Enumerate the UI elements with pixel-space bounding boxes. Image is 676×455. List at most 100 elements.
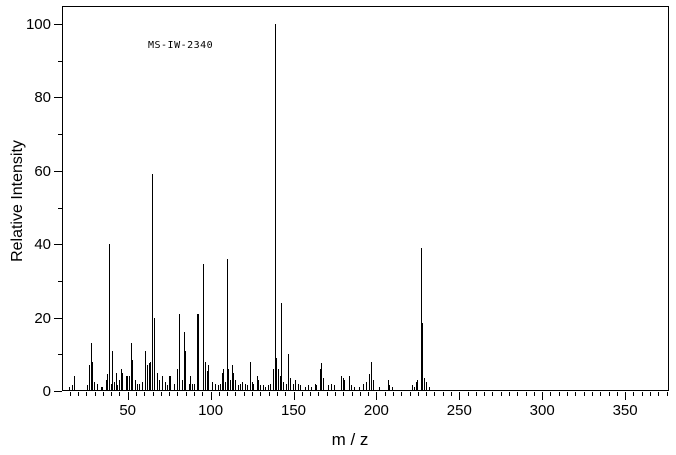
peak-mz-61 xyxy=(145,350,147,391)
peak-mz-69 xyxy=(158,379,160,391)
peak-mz-74 xyxy=(166,385,168,391)
peak-mz-119 xyxy=(241,381,243,391)
peak-mz-230 xyxy=(425,381,427,391)
peak-mz-115 xyxy=(234,379,236,391)
peak-mz-108 xyxy=(223,368,225,391)
peak-mz-75 xyxy=(168,376,170,391)
peak-mz-207 xyxy=(387,379,389,391)
peak-mz-141 xyxy=(278,368,280,391)
peak-mz-138 xyxy=(273,368,275,391)
peak-mz-55 xyxy=(135,379,137,391)
peak-mz-99 xyxy=(208,365,210,391)
peak-mz-142 xyxy=(279,376,281,391)
peak-mz-50 xyxy=(127,376,129,391)
peak-mz-105 xyxy=(218,385,220,391)
peak-mz-59 xyxy=(142,381,144,391)
y-tick-label-60: 60 xyxy=(34,162,51,180)
peak-mz-132 xyxy=(263,385,265,391)
peak-mz-185 xyxy=(351,385,353,391)
peak-mz-85 xyxy=(185,350,187,391)
peak-mz-112 xyxy=(229,379,231,391)
peak-mz-208 xyxy=(389,385,391,391)
peak-mz-64 xyxy=(150,361,152,391)
peak-mz-153 xyxy=(297,383,299,391)
peak-mz-122 xyxy=(246,385,248,391)
peak-mz-43 xyxy=(115,372,117,391)
peak-mz-98 xyxy=(206,370,208,391)
peak-mz-35 xyxy=(102,387,104,391)
peak-mz-129 xyxy=(258,379,260,391)
peak-mz-114 xyxy=(233,372,235,391)
peak-mz-34 xyxy=(100,387,102,391)
peak-mz-29 xyxy=(92,361,94,391)
peak-mz-223 xyxy=(414,387,416,391)
y-tick-label-20: 20 xyxy=(34,309,51,327)
peak-mz-90 xyxy=(193,383,195,391)
peak-mz-51 xyxy=(128,376,130,391)
peak-mz-147 xyxy=(288,354,290,391)
peak-mz-56 xyxy=(137,383,139,391)
peak-mz-118 xyxy=(239,383,241,391)
peak-mz-27 xyxy=(89,365,91,391)
peak-mz-73 xyxy=(165,381,167,391)
peak-mz-124 xyxy=(249,361,251,391)
peak-mz-139 xyxy=(274,24,276,391)
x-tick-label-350: 350 xyxy=(612,402,638,419)
peak-mz-18 xyxy=(74,376,76,391)
x-tick-label-250: 250 xyxy=(446,402,472,419)
peak-mz-143 xyxy=(281,302,283,391)
peak-mz-62 xyxy=(147,365,149,391)
peak-mz-161 xyxy=(311,387,313,391)
peak-mz-96 xyxy=(203,264,205,391)
peak-mz-57 xyxy=(138,383,140,391)
peak-mz-39 xyxy=(108,244,110,391)
peak-mz-198 xyxy=(372,379,374,391)
peak-mz-154 xyxy=(299,385,301,391)
peak-mz-15 xyxy=(69,387,71,391)
peak-mz-151 xyxy=(294,379,296,391)
peak-mz-28 xyxy=(90,343,92,391)
peak-mz-173 xyxy=(331,383,333,391)
peak-mz-181 xyxy=(344,379,346,391)
peak-mz-133 xyxy=(264,387,266,391)
peak-mz-45 xyxy=(118,379,120,391)
peak-mz-87 xyxy=(188,383,190,391)
peak-mz-196 xyxy=(369,374,371,391)
peak-mz-101 xyxy=(211,381,213,391)
peak-mz-111 xyxy=(228,368,230,391)
peak-mz-227 xyxy=(420,247,422,391)
x-axis-title: m / z xyxy=(331,430,369,449)
y-tick-label-40: 40 xyxy=(34,236,51,254)
peak-mz-179 xyxy=(341,376,343,391)
peak-mz-63 xyxy=(148,363,150,391)
peak-mz-121 xyxy=(244,383,246,391)
peak-mz-187 xyxy=(354,387,356,391)
x-tick-label-150: 150 xyxy=(280,402,307,419)
peak-mz-107 xyxy=(221,372,223,391)
x-tick-label-200: 200 xyxy=(363,402,389,419)
peak-mz-225 xyxy=(417,379,419,391)
peak-mz-66 xyxy=(153,317,155,391)
x-tick-label-300: 300 xyxy=(529,402,555,419)
peak-mz-84 xyxy=(183,332,185,391)
y-tick-label-100: 100 xyxy=(25,16,51,33)
peak-mz-168 xyxy=(322,378,324,391)
peak-mz-126 xyxy=(253,383,255,391)
peak-mz-42 xyxy=(113,381,115,391)
peak-mz-106 xyxy=(220,383,222,391)
y-tick-label-0: 0 xyxy=(42,383,51,400)
peak-mz-38 xyxy=(107,374,109,391)
peak-mz-110 xyxy=(226,258,228,391)
peak-mz-17 xyxy=(72,385,74,391)
peak-mz-171 xyxy=(327,385,329,391)
peak-mz-194 xyxy=(365,381,367,391)
peak-mz-130 xyxy=(259,385,261,391)
peak-mz-49 xyxy=(125,376,127,391)
peak-mz-140 xyxy=(276,357,278,391)
peak-mz-136 xyxy=(269,383,271,391)
peak-mz-44 xyxy=(117,385,119,391)
peak-mz-166 xyxy=(319,368,321,391)
peak-mz-159 xyxy=(307,385,309,391)
peak-mz-146 xyxy=(286,383,288,391)
peak-mz-109 xyxy=(225,381,227,391)
